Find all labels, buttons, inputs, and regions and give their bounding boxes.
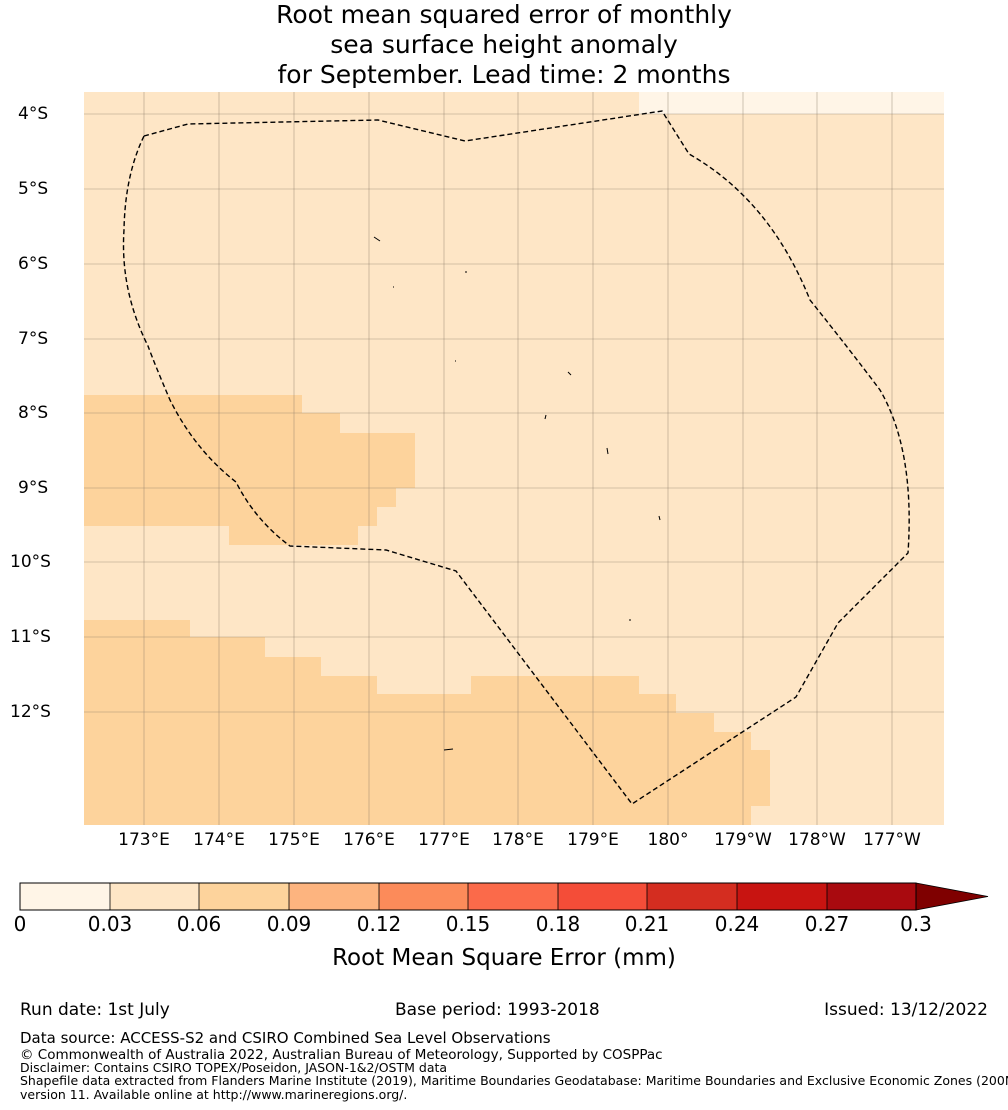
lat-label: 5°S [18,179,49,199]
lon-label: 173°E [118,830,170,850]
gridlines [84,92,944,825]
lon-label: 177°E [418,830,470,850]
lon-label: 174°E [193,830,245,850]
lon-label: 175°E [268,830,320,850]
colorbar-bin-8 [647,883,737,910]
colorbar-bin-4 [289,883,379,910]
lon-label: 180° [647,830,689,850]
colorbar [19,882,989,911]
colorbar-label: Root Mean Square Error (mm) [332,945,676,971]
shapefile-credit-1: Shapefile data extracted from Flanders M… [20,1073,1008,1088]
lat-label: 8°S [18,403,49,423]
copyright: © Commonwealth of Australia 2022, Austra… [20,1047,663,1063]
lat-label: 4°S [18,104,49,124]
lat-label: 7°S [18,329,49,349]
colorbar-tick: 0.24 [714,912,760,936]
island [658,515,661,521]
issued-date: Issued: 13/12/2022 [824,1000,988,1020]
chart-title: Root mean squared error of monthly sea s… [0,0,1008,90]
colorbar-bin-9 [737,883,827,910]
base-period: Base period: 1993-2018 [395,1000,600,1020]
higher-rmse-region-west [84,395,415,545]
colorbar-tick: 0.21 [624,912,670,936]
title-line-1: Root mean squared error of monthly [276,0,732,29]
lon-label: 178°W [788,830,846,850]
island [567,371,572,376]
colorbar-tick: 0.3 [900,912,932,936]
colorbar-tick: 0.09 [266,912,312,936]
colorbar-tick: 0.27 [804,912,850,936]
colorbar-bin-10 [827,883,916,910]
islands [373,236,661,751]
colorbar-bin-3 [199,883,289,910]
title-line-2: sea surface height anomaly [330,30,678,59]
colorbar-outline [19,882,917,911]
lat-label: 12°S [10,702,51,722]
lat-label: 6°S [18,254,49,274]
low-rmse-patch [639,92,944,114]
island [443,748,454,751]
colorbar-bin-5 [379,883,468,910]
disclaimer: Disclaimer: Contains CSIRO TOPEX/Poseido… [20,1060,448,1075]
colorbar-extend-arrow [915,882,989,911]
colorbar-tick: 0.18 [535,912,581,936]
lon-label: 179°W [714,830,772,850]
colorbar-tick: 0.12 [356,912,402,936]
colorbar-tick: 0.06 [176,912,222,936]
island [373,236,381,242]
run-date: Run date: 1st July [20,1000,170,1020]
lon-label: 176°E [343,830,395,850]
colorbar-tick: 0.15 [445,912,491,936]
eez-boundary [122,110,910,805]
shapefile-credit-2: version 11. Available online at http://w… [20,1087,408,1102]
lat-label: 9°S [18,478,49,498]
lon-label: 177°W [863,830,921,850]
island [544,414,547,420]
colorbar-bin-6 [468,883,558,910]
lon-label: 179°E [567,830,619,850]
lon-label: 178°E [492,830,544,850]
higher-rmse-region-south [84,620,770,825]
colorbar-bin-1 [20,883,110,910]
lat-label: 10°S [10,552,51,572]
title-line-3: for September. Lead time: 2 months [277,60,731,89]
colorbar-tick: 0 [13,912,27,936]
data-source: Data source: ACCESS-S2 and CSIRO Combine… [20,1029,551,1047]
lat-label: 11°S [10,627,51,647]
colorbar-bin-2 [110,883,199,910]
colorbar-bin-7 [558,883,647,910]
island [606,447,609,455]
colorbar-tick: 0.03 [87,912,133,936]
